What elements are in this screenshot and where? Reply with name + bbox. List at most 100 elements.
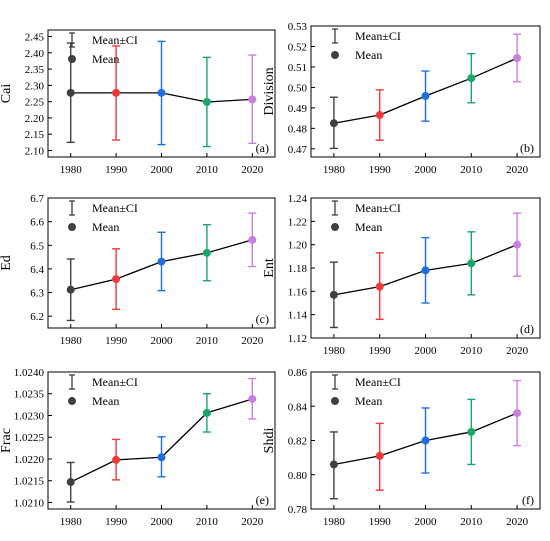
mean-point <box>248 394 257 403</box>
y-tick-label: 0.47 <box>288 144 308 156</box>
mean-point <box>513 409 522 418</box>
legend-mean-label: Mean <box>92 220 119 234</box>
legend-mean-symbol <box>68 397 76 405</box>
y-tick-label: 0.50 <box>288 82 308 94</box>
mean-point <box>66 88 75 97</box>
y-tick-label: 0.84 <box>288 401 308 413</box>
mean-point <box>112 275 121 284</box>
mean-point <box>66 478 75 487</box>
chart-panel: 0.78 0.80 0.82 0.84 0.86 1980 1990 2000 2010 2020… <box>262 367 541 528</box>
mean-point <box>421 92 430 101</box>
x-tick-label: 1990 <box>105 164 128 176</box>
y-tick-label: 0.49 <box>288 103 308 115</box>
panel-label: (e) <box>256 493 269 507</box>
y-tick-label: 1.0220 <box>14 454 45 466</box>
mean-point <box>202 248 211 257</box>
y-tick-label: 2.25 <box>25 97 45 109</box>
mean-point <box>329 290 338 299</box>
y-tick-label: 0.80 <box>288 470 308 482</box>
x-tick-label: 2000 <box>151 335 174 347</box>
y-tick-label: 1.0215 <box>14 476 45 488</box>
y-axis-label: Frac <box>0 428 14 453</box>
mean-point <box>66 285 75 294</box>
x-tick-label: 2010 <box>460 345 483 357</box>
y-tick-label: 2.30 <box>25 80 45 92</box>
x-tick-label: 1980 <box>60 164 83 176</box>
legend-mean-label: Mean <box>92 52 119 66</box>
legend-mean-label: Mean <box>355 48 382 62</box>
mean-point <box>467 259 476 268</box>
legend-ci-label: Mean±CI <box>355 201 401 215</box>
y-tick-label: 1.18 <box>288 263 308 275</box>
x-tick-label: 2020 <box>506 345 529 357</box>
y-tick-label: 1.16 <box>288 286 308 298</box>
y-tick-label: 6.3 <box>30 288 44 300</box>
x-tick-label: 2010 <box>460 164 483 176</box>
y-tick-label: 0.52 <box>288 41 307 53</box>
y-tick-label: 0.51 <box>288 62 307 74</box>
y-axis-label: Division <box>262 67 277 115</box>
legend-ci-label: Mean±CI <box>355 375 401 389</box>
mean-point <box>112 455 121 464</box>
chart-panel: 6.2 6.3 6.4 6.5 6.6 6.7 1980 1990 2000 2010 2020 Ed… <box>0 193 276 347</box>
panel-label: (a) <box>256 141 269 155</box>
mean-point <box>157 88 166 97</box>
mean-point <box>157 453 166 462</box>
panel-label: (b) <box>520 141 534 155</box>
legend-ci-label: Mean±CI <box>92 33 138 47</box>
legend-mean-symbol <box>68 223 76 231</box>
chart-panel: 1.12 1.14 1.16 1.18 1.20 1.22 1.24 1980 1990 2000… <box>262 193 541 357</box>
y-tick-label: 0.86 <box>288 367 308 379</box>
x-tick-label: 2010 <box>460 516 483 528</box>
x-tick-label: 1990 <box>105 516 128 528</box>
x-tick-label: 2020 <box>241 164 264 176</box>
mean-point <box>248 95 257 104</box>
y-tick-label: 1.20 <box>288 240 308 252</box>
y-tick-label: 0.53 <box>288 21 308 33</box>
legend-mean-label: Mean <box>92 394 119 408</box>
x-tick-label: 1980 <box>60 335 83 347</box>
x-tick-label: 2010 <box>196 335 219 347</box>
chart-panel: 2.10 2.15 2.20 2.25 2.30 2.35 2.40 2.45 1980 1990… <box>0 29 276 176</box>
y-tick-label: 1.24 <box>288 193 308 205</box>
panel-label: (f) <box>522 493 534 507</box>
legend-ci-label: Mean±CI <box>355 29 401 43</box>
y-tick-label: 6.6 <box>30 217 44 229</box>
x-tick-label: 1990 <box>369 164 392 176</box>
x-tick-label: 2020 <box>506 516 529 528</box>
x-tick-label: 2010 <box>196 516 219 528</box>
mean-point <box>248 235 257 244</box>
mean-point <box>513 240 522 249</box>
y-tick-label: 1.0210 <box>14 497 45 509</box>
chart-panel: 1.0210 1.0215 1.0220 1.0225 1.0230 1.0235 1.02… <box>0 367 276 528</box>
y-tick-label: 0.48 <box>288 123 308 135</box>
y-tick-label: 1.14 <box>288 310 308 322</box>
x-tick-label: 1990 <box>369 345 392 357</box>
mean-point <box>329 460 338 469</box>
y-tick-label: 6.7 <box>30 193 44 205</box>
x-tick-label: 2000 <box>415 516 438 528</box>
mean-point <box>421 266 430 275</box>
legend-ci-label: Mean±CI <box>92 201 138 215</box>
y-tick-label: 2.40 <box>25 48 45 60</box>
mean-point <box>157 257 166 266</box>
mean-point <box>513 54 522 63</box>
y-tick-label: 2.15 <box>25 129 45 141</box>
x-tick-label: 2020 <box>506 164 529 176</box>
x-tick-label: 1980 <box>323 516 346 528</box>
panel-label: (c) <box>256 312 269 326</box>
x-tick-label: 2020 <box>241 335 264 347</box>
y-tick-label: 2.35 <box>25 64 45 76</box>
legend-mean-label: Mean <box>355 394 382 408</box>
y-tick-label: 6.5 <box>30 240 44 252</box>
legend-mean-label: Mean <box>355 220 382 234</box>
x-tick-label: 2020 <box>241 516 264 528</box>
mean-point <box>112 88 121 97</box>
x-tick-label: 2000 <box>151 164 174 176</box>
y-axis-label: Shdi <box>262 428 277 454</box>
y-axis-label: Ed <box>0 255 14 271</box>
mean-point <box>202 97 211 106</box>
legend-mean-symbol <box>68 55 76 63</box>
x-tick-label: 1980 <box>60 516 83 528</box>
